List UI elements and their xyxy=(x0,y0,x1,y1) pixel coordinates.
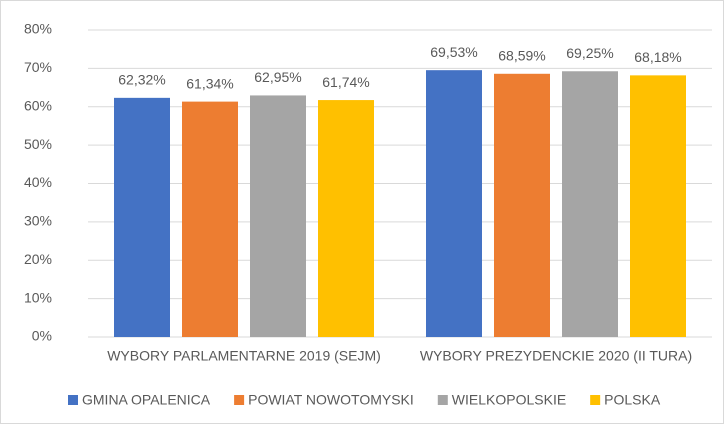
legend-label: GMINA OPALENICA xyxy=(82,392,211,408)
legend-label: POLSKA xyxy=(604,392,661,408)
y-tick-label: 40% xyxy=(24,174,52,190)
y-tick-label: 10% xyxy=(24,289,52,305)
y-tick-label: 0% xyxy=(32,328,52,344)
legend-swatch xyxy=(437,395,448,405)
y-tick-label: 20% xyxy=(24,251,52,267)
bar xyxy=(426,70,482,338)
data-label: 68,59% xyxy=(498,47,545,63)
bar xyxy=(114,97,170,337)
data-label: 68,18% xyxy=(634,49,681,65)
y-tick-label: 50% xyxy=(24,136,52,152)
legend-swatch xyxy=(590,395,601,405)
data-label: 69,25% xyxy=(566,45,613,61)
bar xyxy=(494,73,550,337)
y-tick-label: 30% xyxy=(24,213,52,229)
data-label: 62,95% xyxy=(254,69,301,85)
legend-swatch xyxy=(68,395,78,405)
y-tick-label: 60% xyxy=(24,97,52,113)
data-label: 69,53% xyxy=(430,44,477,60)
y-tick-label: 70% xyxy=(24,59,52,75)
y-tick-label: 80% xyxy=(24,21,52,37)
x-tick-label: WYBORY PREZYDENCKIE 2020 (II TURA) xyxy=(420,348,692,364)
legend-swatch xyxy=(234,395,245,405)
bar xyxy=(630,75,686,337)
data-label: 61,34% xyxy=(186,75,233,91)
data-label: 61,74% xyxy=(322,74,369,90)
bar xyxy=(250,95,306,337)
bar xyxy=(182,101,238,337)
x-tick-label: WYBORY PARLAMENTARNE 2019 (SEJM) xyxy=(107,348,381,364)
bar xyxy=(318,100,374,337)
legend-label: POWIAT NOWOTOMYSKI xyxy=(248,392,414,408)
data-label: 62,32% xyxy=(118,72,165,88)
bar xyxy=(562,71,618,338)
legend-label: WIELKOPOLSKIE xyxy=(452,392,566,408)
